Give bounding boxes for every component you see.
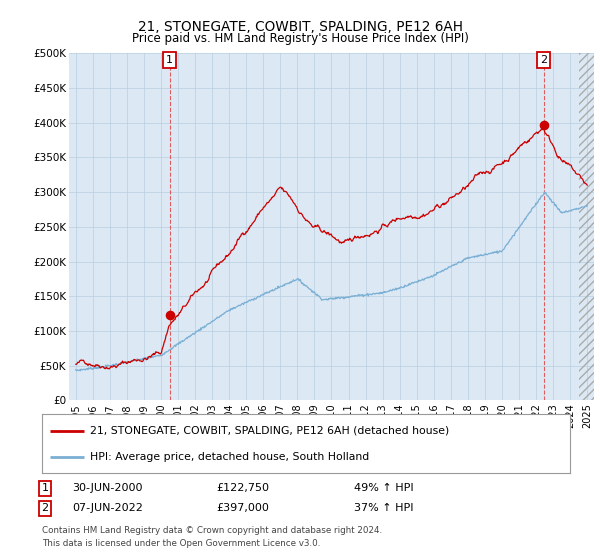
Text: £397,000: £397,000	[216, 503, 269, 514]
Text: 21, STONEGATE, COWBIT, SPALDING, PE12 6AH (detached house): 21, STONEGATE, COWBIT, SPALDING, PE12 6A…	[89, 426, 449, 436]
Point	[539, 120, 548, 129]
Text: HPI: Average price, detached house, South Holland: HPI: Average price, detached house, Sout…	[89, 452, 369, 462]
Text: 07-JUN-2022: 07-JUN-2022	[72, 503, 143, 514]
Text: 49% ↑ HPI: 49% ↑ HPI	[354, 483, 413, 493]
Text: 1: 1	[41, 483, 49, 493]
Text: 37% ↑ HPI: 37% ↑ HPI	[354, 503, 413, 514]
Text: 1: 1	[166, 55, 173, 65]
Text: This data is licensed under the Open Government Licence v3.0.: This data is licensed under the Open Gov…	[42, 539, 320, 548]
Text: 21, STONEGATE, COWBIT, SPALDING, PE12 6AH: 21, STONEGATE, COWBIT, SPALDING, PE12 6A…	[137, 20, 463, 34]
Text: £122,750: £122,750	[216, 483, 269, 493]
Text: Price paid vs. HM Land Registry's House Price Index (HPI): Price paid vs. HM Land Registry's House …	[131, 32, 469, 45]
Text: Contains HM Land Registry data © Crown copyright and database right 2024.: Contains HM Land Registry data © Crown c…	[42, 526, 382, 535]
Text: 30-JUN-2000: 30-JUN-2000	[72, 483, 143, 493]
Point	[165, 311, 175, 320]
Text: 2: 2	[540, 55, 547, 65]
Text: 2: 2	[41, 503, 49, 514]
